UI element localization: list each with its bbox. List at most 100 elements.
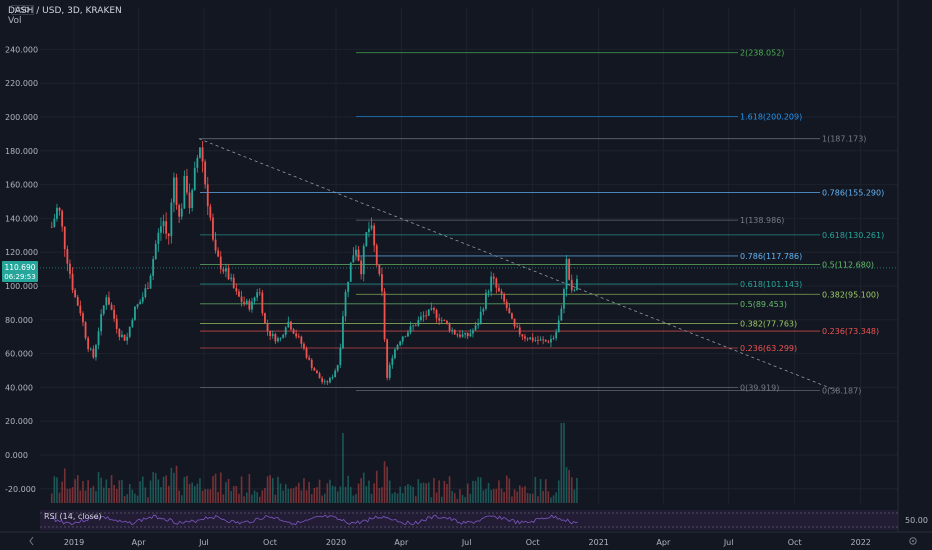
candle-body — [201, 147, 204, 162]
volume-bar — [188, 483, 191, 503]
settings-icon[interactable] — [909, 537, 917, 545]
candle-body — [53, 218, 56, 227]
price-axis[interactable]: -20.000 0.000 20.000 40.000 60.000 80.000 100.… — [5, 45, 38, 493]
volume-bar — [511, 496, 513, 503]
volume-bar — [144, 487, 147, 503]
candle-body — [76, 297, 79, 306]
candle-body — [563, 289, 565, 309]
candle-body — [365, 232, 368, 246]
candle-body — [66, 248, 69, 264]
candle-body — [368, 228, 370, 233]
volume-bar — [71, 487, 74, 503]
volume-bar — [222, 494, 225, 503]
candle-body — [492, 276, 495, 279]
volume-bar — [407, 484, 409, 503]
candle-body — [334, 370, 337, 378]
candle-body — [240, 296, 243, 302]
volume-bar — [461, 494, 464, 503]
time-axis[interactable]: 2019 Apr Jul Oct 2020 Apr Jul Oct 2021 Apr Jul Oct 2… — [64, 538, 871, 547]
volume-bar — [308, 482, 310, 503]
candle-body — [524, 336, 526, 339]
volume-bar — [378, 488, 381, 503]
volume-bar — [300, 490, 303, 503]
x-tick-label: Jul — [461, 538, 472, 547]
grid — [0, 0, 932, 533]
fib-label: 0.382(77.763) — [740, 320, 797, 329]
candle-body — [448, 323, 451, 331]
candle-body — [331, 377, 334, 379]
candle-body — [147, 288, 149, 290]
volume-bar — [404, 485, 407, 503]
volume-bar — [409, 485, 412, 503]
candle-body — [113, 309, 116, 319]
rsi-band — [40, 510, 898, 530]
candle-body — [139, 301, 142, 305]
x-tick-label: Apr — [132, 538, 147, 547]
candle-body — [297, 336, 300, 338]
candle-body — [136, 304, 139, 307]
candle-body — [396, 345, 399, 350]
volume-bar — [477, 476, 479, 503]
candle-body — [386, 339, 389, 378]
candle-body — [435, 309, 438, 319]
volume-bar — [199, 478, 201, 503]
candle-body — [443, 320, 446, 321]
candle-body — [206, 184, 209, 207]
candle-body — [225, 268, 227, 272]
candle-body — [214, 239, 217, 251]
candle-body — [149, 275, 152, 289]
volume-bar — [141, 476, 144, 503]
candle-body — [128, 326, 131, 337]
candle-body — [170, 202, 173, 237]
fib-label: 0.618(101.143) — [740, 280, 802, 289]
volume-bar — [422, 482, 425, 503]
volume-bar — [310, 494, 313, 503]
volume-bar — [313, 487, 316, 503]
y-tick-label: 100.000 — [5, 282, 38, 291]
candle-body — [300, 336, 303, 344]
rsi-label: RSI (14, close) — [44, 512, 102, 521]
candle-body — [253, 297, 256, 302]
volume-bar — [89, 487, 92, 503]
volume-bar — [305, 490, 308, 503]
candle-body — [461, 334, 464, 337]
symbol-title[interactable]: DASH / USD, 3D, KRAKEN — [8, 6, 122, 16]
x-tick-label: Jul — [198, 538, 209, 547]
volume-bar — [84, 490, 87, 503]
volume-bar — [97, 472, 100, 503]
volume-bar — [214, 473, 217, 503]
volume-bar — [303, 478, 305, 503]
volume-bar — [53, 476, 56, 503]
volume-bar — [154, 472, 157, 503]
volume-bar — [446, 484, 448, 503]
candle-body — [227, 268, 230, 280]
x-tick-label: 2022 — [851, 538, 871, 547]
candle-body — [323, 381, 326, 383]
candle-body — [570, 279, 573, 291]
fib-label: 0.236(73.348) — [822, 327, 879, 336]
volume-bar — [466, 483, 469, 503]
volume-bars — [50, 423, 578, 503]
chevron-left-icon[interactable] — [29, 536, 34, 546]
volume-bar — [383, 461, 386, 503]
candle-body — [430, 308, 433, 310]
trendline[interactable] — [198, 138, 837, 391]
y-tick-label: 60.000 — [5, 350, 33, 359]
volume-bar — [318, 479, 321, 503]
volume-bar — [297, 482, 300, 503]
fib-label: 0.236(63.299) — [740, 344, 797, 353]
candle-body — [529, 337, 532, 340]
volume-bar — [365, 486, 368, 503]
volume-bar — [152, 472, 154, 503]
volume-bar — [492, 489, 495, 503]
volume-bar — [173, 472, 175, 503]
candle-body — [469, 333, 472, 337]
candle-body — [336, 365, 339, 371]
rsi-pane — [40, 510, 898, 530]
candle-body — [248, 300, 251, 310]
candle-body — [271, 334, 274, 336]
candle-body — [339, 347, 342, 366]
trendline-line[interactable] — [198, 138, 837, 391]
volume-bar — [105, 479, 108, 503]
